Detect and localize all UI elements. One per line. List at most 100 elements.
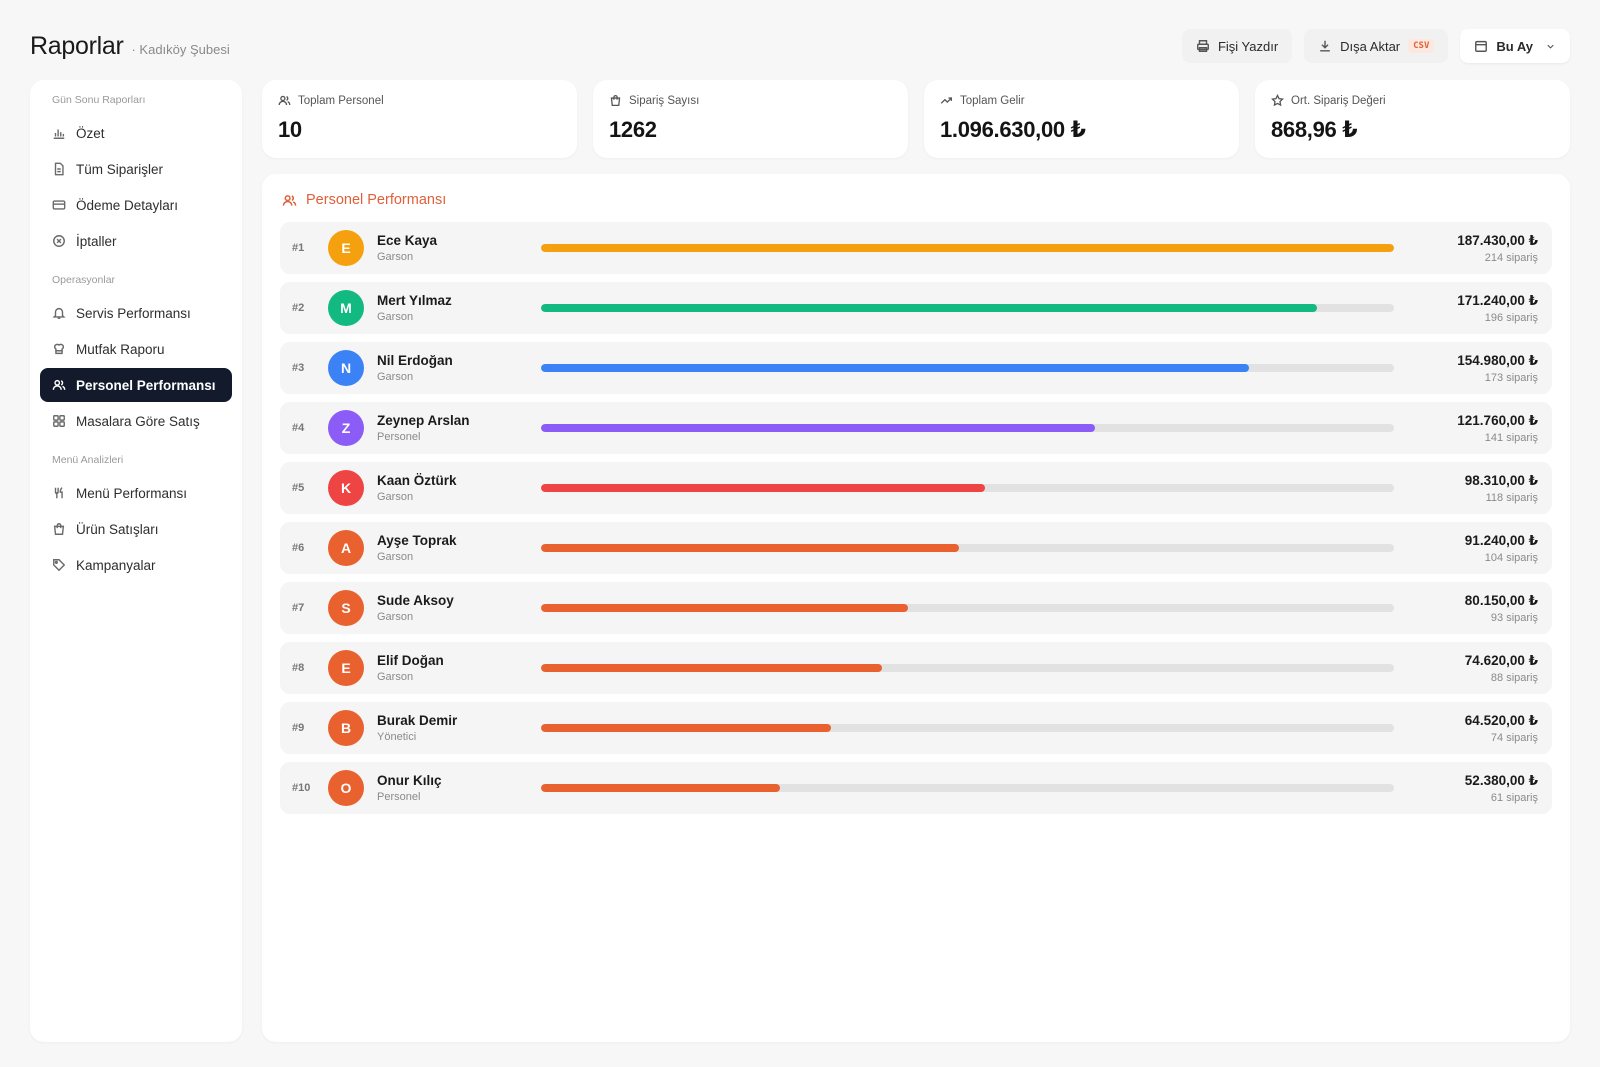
staff-role: Garson <box>377 371 414 383</box>
sidebar-item-menu-performance[interactable]: Menü Performansı <box>40 476 232 510</box>
person-info: Sude Aksoy Garson <box>377 593 541 623</box>
sidebar-item-label: Ürün Satışları <box>76 521 159 537</box>
stat-value: 868,96 ₺ <box>1271 117 1358 142</box>
person-info: Burak Demir Yönetici <box>377 713 541 743</box>
list-item[interactable]: #3 N Nil Erdoğan Garson 154.980,00 ₺ 173 sipa… <box>280 342 1552 394</box>
avatar: M <box>328 290 364 326</box>
performance-bar <box>541 544 1394 552</box>
performance-bar <box>541 304 1394 312</box>
sidebar-item-cancellations[interactable]: İptaller <box>40 224 232 258</box>
sidebar-item-service-performance[interactable]: Servis Performansı <box>40 296 232 330</box>
amount-info: 52.380,00 ₺ 61 sipariş <box>1428 773 1538 804</box>
print-label: Fişi Yazdır <box>1217 38 1279 54</box>
list-item[interactable]: #5 K Kaan Öztürk Garson 98.310,00 ₺ 118 sipar… <box>280 462 1552 514</box>
stat-card-total-revenue: Toplam Gelir 1.096.630,00 ₺ <box>924 80 1239 158</box>
sidebar-section-title: Operasyonlar <box>52 274 116 286</box>
amount-info: 171.240,00 ₺ 196 sipariş <box>1428 293 1538 324</box>
list-item[interactable]: #1 E Ece Kaya Garson 187.430,00 ₺ 214 sipariş <box>280 222 1552 274</box>
document-icon <box>54 162 64 176</box>
performance-bar-fill <box>541 424 1096 432</box>
export-button[interactable]: Dışa Aktar CSV <box>1304 29 1449 63</box>
stat-label-text: Ort. Sipariş Değeri <box>1291 94 1386 107</box>
order-count: 61 sipariş <box>1490 791 1538 804</box>
sidebar-item-payment-details[interactable]: Ödeme Detayları <box>40 188 232 222</box>
order-count: 141 sipariş <box>1484 431 1538 444</box>
person-info: Ayşe Toprak Garson <box>377 533 541 563</box>
sidebar-item-label: Tüm Siparişler <box>76 161 164 177</box>
shopping-bag-icon <box>610 95 621 107</box>
list-item[interactable]: #9 B Burak Demir Yönetici 64.520,00 ₺ 74 sipa… <box>280 702 1552 754</box>
amount-info: 121.760,00 ₺ 141 sipariş <box>1428 413 1538 444</box>
amount-info: 64.520,00 ₺ 74 sipariş <box>1428 713 1538 744</box>
avatar: E <box>328 230 364 266</box>
header: Raporlar · Kadıköy Şubesi Fişi Yazdır Dı… <box>30 26 1570 66</box>
export-label: Dışa Aktar <box>1340 38 1401 54</box>
sidebar-item-sales-by-table[interactable]: Masalara Göre Satış <box>40 404 232 438</box>
csv-badge: CSV <box>1408 39 1435 53</box>
avatar: E <box>328 650 364 686</box>
period-select[interactable]: Bu Ay <box>1460 29 1570 63</box>
sidebar-item-staff-performance[interactable]: Personel Performansı <box>40 368 232 402</box>
staff-name: Elif Doğan <box>377 653 444 668</box>
sidebar-item-product-sales[interactable]: Ürün Satışları <box>40 512 232 546</box>
print-receipt-button[interactable]: Fişi Yazdır <box>1181 29 1293 63</box>
avatar: B <box>328 710 364 746</box>
staff-name: Kaan Öztürk <box>377 473 457 488</box>
revenue-amount: 74.620,00 ₺ <box>1464 652 1538 668</box>
list-item[interactable]: #4 Z Zeynep Arslan Personel 121.760,00 ₺ 141 … <box>280 402 1552 454</box>
performance-bar-fill <box>541 304 1318 312</box>
calendar-icon <box>1475 40 1488 52</box>
list-item[interactable]: #7 S Sude Aksoy Garson 80.150,00 ₺ 93 sipariş <box>280 582 1552 634</box>
staff-role: Garson <box>377 311 414 323</box>
avatar: K <box>328 470 364 506</box>
sidebar-item-label: Mutfak Raporu <box>76 341 165 357</box>
sidebar-section-title: Menü Analizleri <box>52 454 124 466</box>
staff-role: Garson <box>377 251 414 263</box>
amount-info: 74.620,00 ₺ 88 sipariş <box>1428 653 1538 684</box>
utensils-icon <box>54 487 63 499</box>
sidebar-section-title: Gün Sonu Raporları <box>52 94 146 106</box>
credit-card-icon <box>52 200 66 210</box>
list-item[interactable]: #2 M Mert Yılmaz Garson 171.240,00 ₺ 196 sipa… <box>280 282 1552 334</box>
sidebar-item-label: İptaller <box>76 233 117 249</box>
users-icon <box>282 194 297 206</box>
brand: Raporlar · Kadıköy Şubesi <box>30 32 230 61</box>
avatar: S <box>328 590 364 626</box>
rank: #1 <box>292 242 305 254</box>
rank: #7 <box>292 602 305 614</box>
list-item[interactable]: #8 E Elif Doğan Garson 74.620,00 ₺ 88 sipariş <box>280 642 1552 694</box>
staff-role: Garson <box>377 551 414 563</box>
sidebar-item-label: Özet <box>76 125 105 141</box>
staff-name: Zeynep Arslan <box>377 413 470 428</box>
performance-bar-fill <box>541 244 1394 252</box>
performance-bar <box>541 724 1394 732</box>
revenue-amount: 171.240,00 ₺ <box>1457 292 1538 308</box>
performance-bar-fill <box>541 664 883 672</box>
panel-title: Personel Performansı <box>280 188 1552 212</box>
panel-title-text: Personel Performansı <box>306 192 447 208</box>
users-icon <box>52 379 66 390</box>
stat-label: Sipariş Sayısı <box>609 94 892 107</box>
amount-info: 187.430,00 ₺ 214 sipariş <box>1428 233 1538 264</box>
sidebar-item-kitchen-report[interactable]: Mutfak Raporu <box>40 332 232 366</box>
person-info: Nil Erdoğan Garson <box>377 353 541 383</box>
star-icon <box>1271 94 1284 107</box>
revenue-amount: 187.430,00 ₺ <box>1457 232 1538 248</box>
staff-role: Garson <box>377 611 414 623</box>
avatar: N <box>328 350 364 386</box>
stat-card-order-count: Sipariş Sayısı 1262 <box>593 80 908 158</box>
rank: #6 <box>292 542 305 554</box>
revenue-amount: 64.520,00 ₺ <box>1464 712 1538 728</box>
header-actions: Fişi Yazdır Dışa Aktar CSV Bu Ay <box>1181 29 1570 63</box>
users-icon <box>278 95 291 106</box>
staff-role: Personel <box>377 431 421 443</box>
person-info: Mert Yılmaz Garson <box>377 293 541 323</box>
staff-role: Garson <box>377 491 414 503</box>
list-item[interactable]: #6 A Ayşe Toprak Garson 91.240,00 ₺ 104 sipar… <box>280 522 1552 574</box>
amount-info: 154.980,00 ₺ 173 sipariş <box>1428 353 1538 384</box>
list-item[interactable]: #10 O Onur Kılıç Personel 52.380,00 ₺ 61 sipa… <box>280 762 1552 814</box>
sidebar-item-ozet[interactable]: Özet <box>40 116 232 150</box>
sidebar-item-all-orders[interactable]: Tüm Siparişler <box>40 152 232 186</box>
person-info: Elif Doğan Garson <box>377 653 541 683</box>
sidebar-item-campaigns[interactable]: Kampanyalar <box>40 548 232 582</box>
